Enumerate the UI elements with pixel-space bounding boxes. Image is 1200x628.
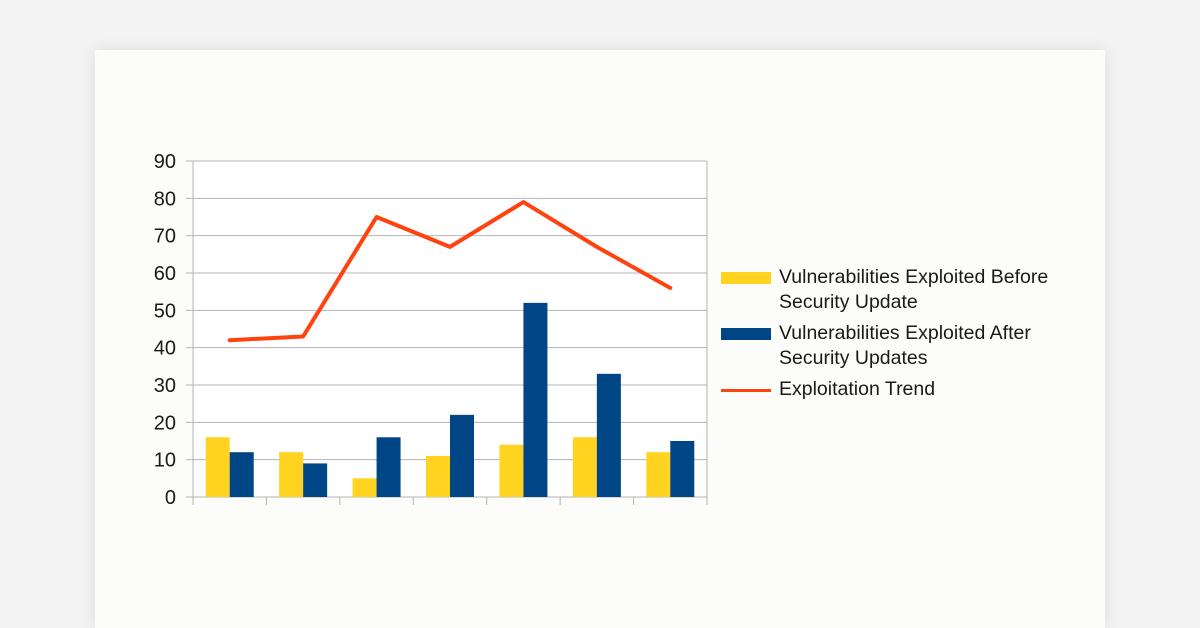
bar-before [572,437,597,497]
bar-before [205,437,230,497]
y-tick-label: 40 [154,338,176,360]
bar-before [499,444,524,497]
bar-after [596,373,621,497]
legend-swatch-trend [721,389,771,392]
legend-label-before: Vulnerabilities Exploited Before Securit… [779,266,1049,313]
bar-before [279,452,304,497]
legend-item-before: Vulnerabilities Exploited Before Securit… [721,265,1101,315]
trend-line [227,200,673,343]
bar-before [646,452,671,497]
bar-after [450,414,474,497]
y-tick-label: 90 [154,151,176,173]
y-tick-label: 70 [154,226,176,248]
bar-before [352,478,377,497]
chart-legend: Vulnerabilities Exploited Before Securit… [721,265,1101,408]
legend-item-trend: Exploitation Trend [721,377,1101,402]
chart-card: 0 10 20 30 40 50 60 70 80 90 Vulnerabilities Expl… [95,50,1105,628]
bar-before [426,455,450,497]
legend-swatch-before [721,272,771,284]
bar-after [670,441,695,497]
legend-swatch-after [721,328,771,340]
legend-item-after: Vulnerabilities Exploited After Security… [721,321,1101,371]
y-tick-label: 10 [154,450,176,472]
y-tick-label: 0 [165,487,176,509]
y-tick-label: 60 [154,263,176,285]
y-tick-label: 30 [154,375,176,397]
bar-after [523,302,548,497]
legend-label-after: Vulnerabilities Exploited After Security… [779,322,1031,369]
y-tick-label: 20 [154,412,176,434]
y-tick-label: 80 [154,188,176,210]
legend-label-trend: Exploitation Trend [779,378,936,400]
chart-plot: 0 10 20 30 40 50 60 70 80 90 [154,151,708,509]
bar-after [229,452,254,497]
y-tick-label: 50 [154,300,176,322]
bar-after [376,437,401,497]
bar-after [303,463,328,497]
